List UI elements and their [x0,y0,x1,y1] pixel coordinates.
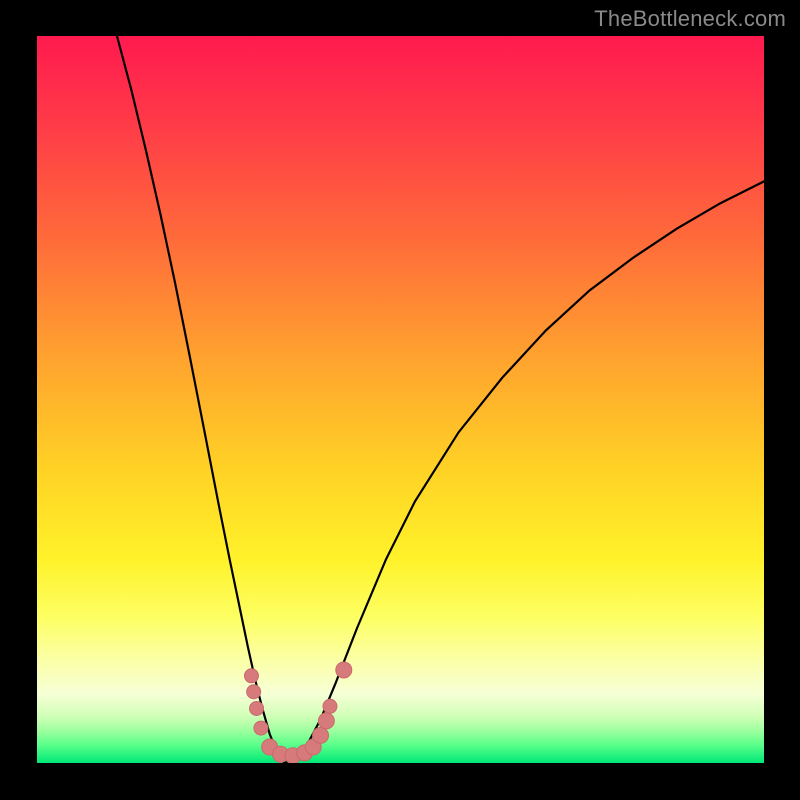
bottom-marker [254,721,268,735]
figure-root: TheBottleneck.com [0,0,800,800]
bottom-marker [247,685,261,699]
bottom-marker [323,699,337,713]
bottom-marker [250,701,264,715]
bottom-marker [313,727,329,743]
chart-background [37,36,764,763]
bottleneck-chart [37,36,764,763]
bottom-marker [318,713,334,729]
plot-area [37,36,764,763]
watermark-text: TheBottleneck.com [594,6,786,32]
bottom-marker [336,662,352,678]
bottom-marker [244,669,258,683]
